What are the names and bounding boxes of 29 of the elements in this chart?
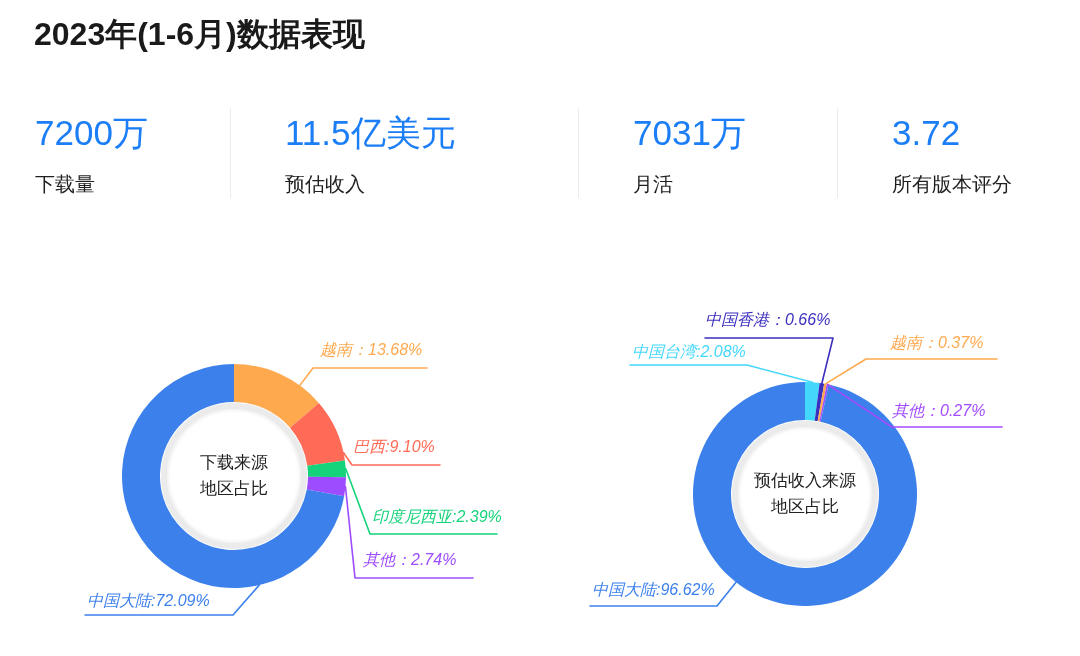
text: 下载来源地区占比 — [199, 452, 269, 500]
data-label: :2.08% — [696, 343, 746, 360]
text: 月活 — [633, 172, 673, 197]
slice-label: 越南 — [320, 341, 355, 358]
slice-label: 印度尼西亚 — [372, 508, 454, 525]
text: 7200万 — [35, 112, 148, 154]
data-label: ：2.74% — [395, 551, 457, 568]
slice-label: 越南 — [890, 334, 925, 351]
slice-label: 其他 — [363, 551, 396, 568]
text: 11.5亿美元 — [285, 112, 456, 154]
text: 7031万 — [633, 112, 746, 154]
text: 下载量 — [35, 172, 95, 197]
text: 预估收入 — [285, 172, 365, 197]
data-label: ：13.68% — [352, 341, 423, 358]
text: 3.72 — [892, 112, 961, 154]
data-label: ：0.27% — [924, 402, 986, 419]
data-label: :2.39% — [452, 508, 502, 525]
data-label: :96.62% — [656, 581, 715, 598]
data-label: :72.09% — [151, 592, 210, 609]
text: 2023年(1-6月)数据表现 — [34, 15, 365, 54]
text: 预估收入来源地区占比 — [753, 470, 857, 518]
slice-label: 中国香港 — [705, 311, 770, 328]
data-label: ：0.37% — [922, 334, 984, 351]
text: 所有版本评分 — [892, 172, 1012, 197]
slice-label: 中国台湾 — [632, 343, 699, 360]
slice-label: 其他 — [892, 402, 925, 419]
slice-label: 中国大陆 — [592, 581, 658, 598]
slice-label: 中国大陆 — [87, 592, 153, 609]
data-label: ：0.66% — [769, 311, 831, 328]
